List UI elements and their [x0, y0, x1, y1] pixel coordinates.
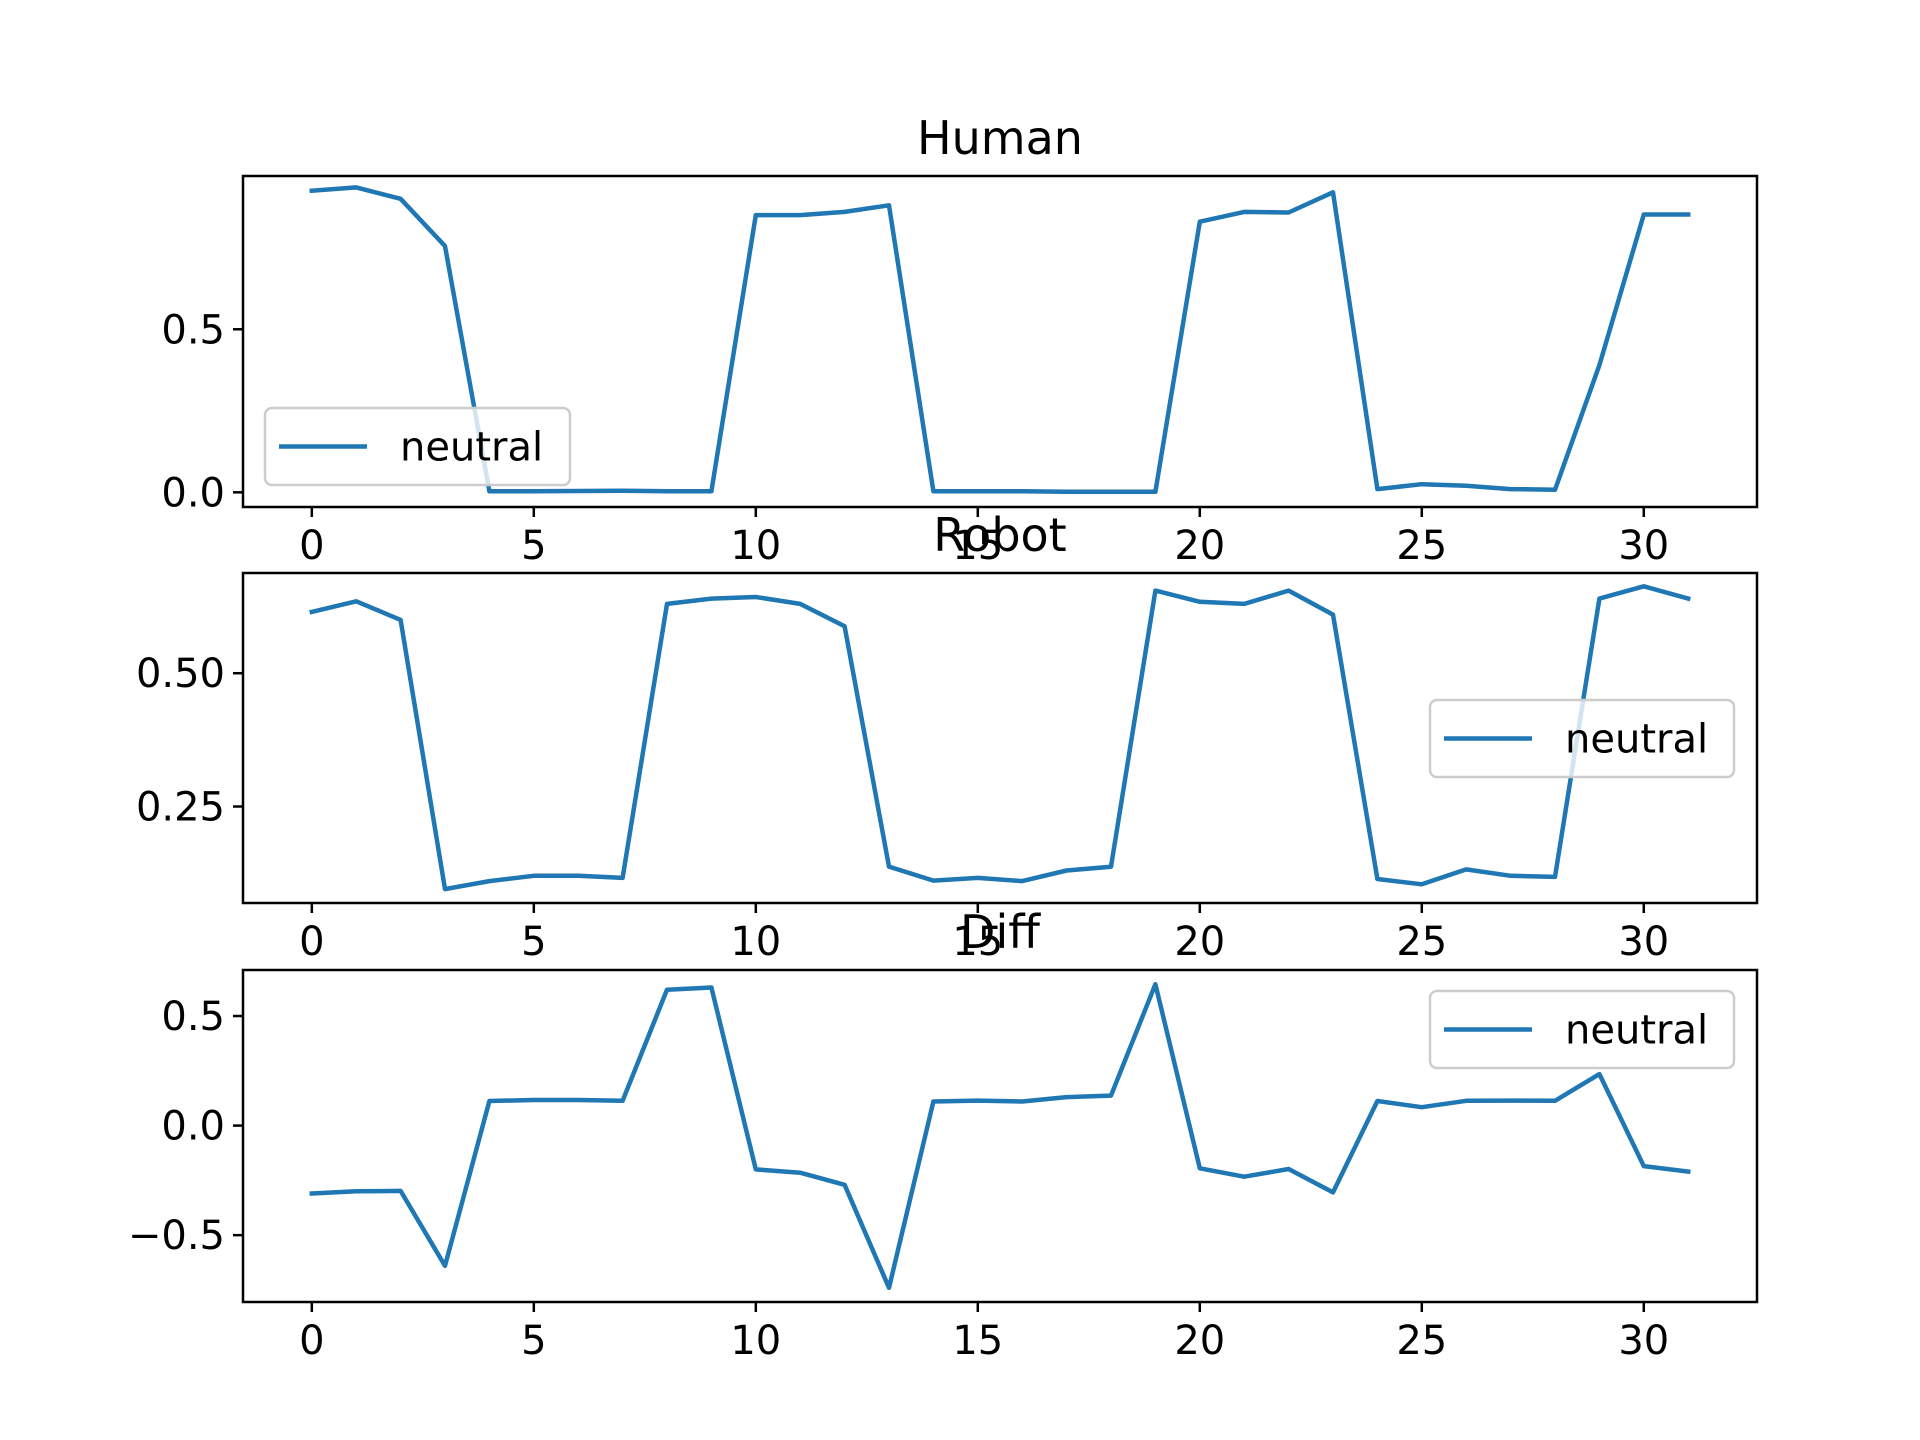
legend-label: neutral [1565, 717, 1708, 763]
x-tick-label: 10 [730, 919, 781, 965]
axes-frame [241, 571, 1759, 905]
x-tick-label: 15 [952, 523, 1003, 569]
y-tick-label: 0.0 [161, 1104, 225, 1150]
y-tick-label: 0.50 [136, 651, 225, 697]
axes-frame [241, 174, 1759, 509]
x-tick-label: 0 [299, 523, 324, 569]
x-tick-label: 0 [299, 919, 324, 965]
series-line-2-1 [309, 584, 1691, 892]
x-tick-label: 30 [1618, 523, 1669, 569]
x-tick-label: 25 [1396, 523, 1447, 569]
y-tick-label: 0.5 [161, 307, 225, 353]
legend: neutral [1428, 698, 1736, 779]
legend-box [1428, 989, 1736, 1070]
legend-label: neutral [1565, 1008, 1708, 1054]
legend-label: neutral [400, 425, 543, 471]
y-tick-label: 0.0 [161, 470, 225, 516]
x-tick-label: 0 [299, 1318, 324, 1364]
y-tick-label: −0.5 [128, 1213, 225, 1259]
y-tick-label: 0.5 [161, 994, 225, 1040]
subplot-2: 0 5 10 15 20 25 30 0.25 0.50 Robot neutral [136, 508, 1759, 965]
x-tick-label: 20 [1174, 919, 1225, 965]
subplot-3: 0 5 10 15 20 25 30 −0.5 0.0 0.5 Diff neutral [128, 905, 1759, 1364]
subplot-1: 0 5 10 15 20 25 30 0.0 0.5 Human neutral [161, 111, 1759, 569]
y-tick-label: 0.25 [136, 785, 225, 831]
axes-frame [241, 968, 1759, 1304]
x-tick-label: 25 [1396, 1318, 1447, 1364]
chart-title: Robot [933, 508, 1066, 562]
x-tick-label: 15 [952, 1318, 1003, 1364]
x-tick-label: 30 [1618, 919, 1669, 965]
x-tick-label: 10 [730, 523, 781, 569]
legend-box [1428, 698, 1736, 779]
legend: neutral [1428, 989, 1736, 1070]
series-line-1-1 [309, 185, 1691, 494]
chart-title: Diff [960, 905, 1041, 959]
x-tick-label: 5 [521, 1318, 546, 1364]
x-tick-label: 20 [1174, 1318, 1225, 1364]
chart-title: Human [917, 111, 1083, 165]
x-tick-label: 20 [1174, 523, 1225, 569]
x-tick-label: 15 [952, 919, 1003, 965]
x-tick-label: 10 [730, 1318, 781, 1364]
x-tick-label: 5 [521, 919, 546, 965]
x-tick-label: 25 [1396, 919, 1447, 965]
series-line-3-1 [309, 981, 1691, 1291]
legend: neutral [263, 406, 572, 487]
x-tick-label: 5 [521, 523, 546, 569]
x-tick-label: 30 [1618, 1318, 1669, 1364]
legend-box [263, 406, 572, 487]
